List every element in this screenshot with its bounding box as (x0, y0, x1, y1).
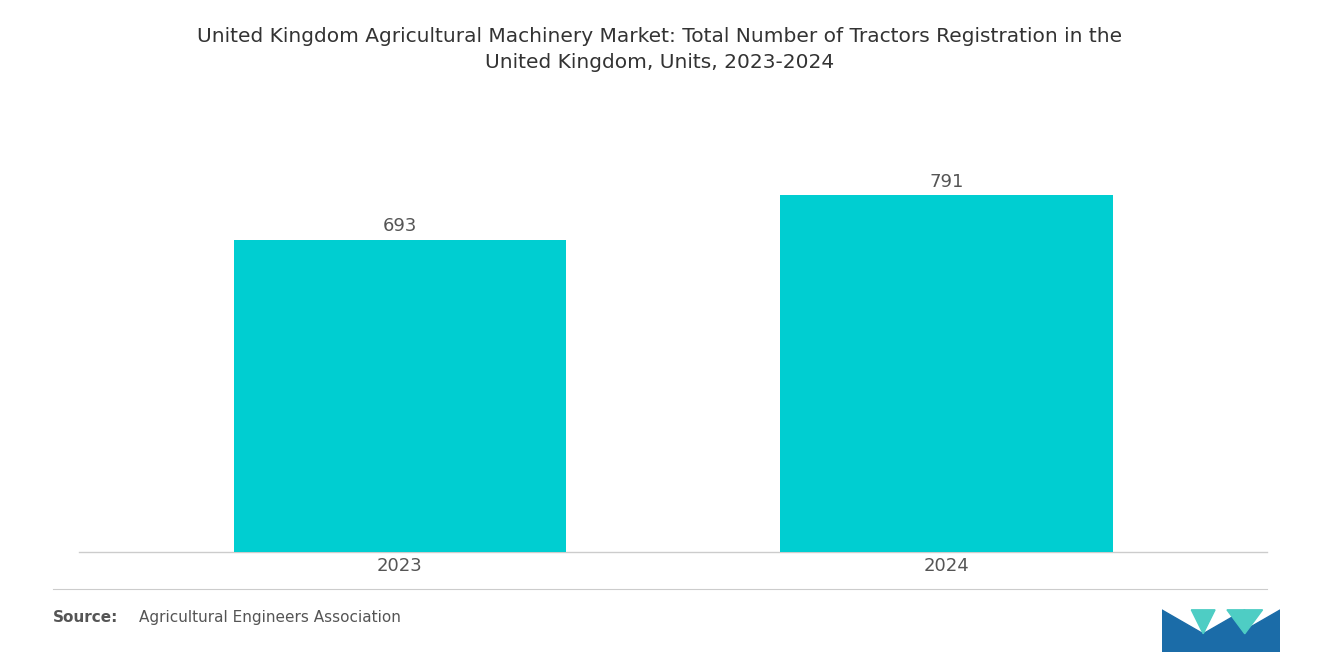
Polygon shape (1226, 610, 1262, 634)
Polygon shape (1162, 610, 1203, 652)
Text: 791: 791 (929, 173, 964, 191)
Polygon shape (1191, 610, 1214, 634)
Bar (780, 196, 1113, 552)
Bar (234, 239, 566, 552)
Polygon shape (1238, 610, 1280, 652)
Text: Source:: Source: (53, 610, 119, 625)
Text: 693: 693 (383, 217, 417, 235)
Text: United Kingdom Agricultural Machinery Market: Total Number of Tractors Registrat: United Kingdom Agricultural Machinery Ma… (198, 27, 1122, 72)
Text: Agricultural Engineers Association: Agricultural Engineers Association (139, 610, 400, 625)
Polygon shape (1203, 610, 1245, 652)
